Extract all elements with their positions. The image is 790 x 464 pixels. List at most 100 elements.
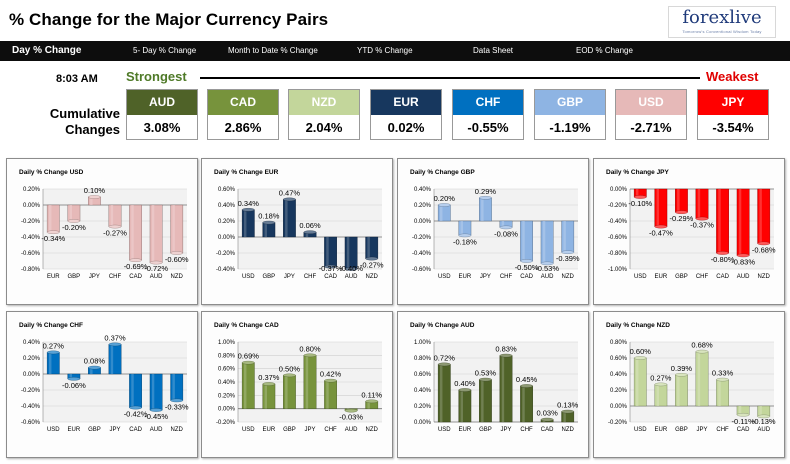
x-tick-label: GBP bbox=[479, 427, 492, 433]
data-label: -0.42% bbox=[124, 410, 148, 419]
bar-highlight bbox=[738, 189, 742, 256]
x-tick-label: GBP bbox=[263, 274, 276, 280]
bar-cap bbox=[520, 259, 533, 263]
x-tick-label: CAD bbox=[520, 274, 533, 280]
bar-cap bbox=[324, 264, 337, 269]
nav-eod-change[interactable]: EOD % Change bbox=[576, 46, 633, 55]
bar-cap bbox=[129, 405, 142, 410]
x-tick-label: GBP bbox=[88, 427, 101, 433]
currency-name: JPY bbox=[698, 90, 768, 115]
bar-highlight bbox=[131, 374, 134, 408]
y-tick-label: 0.00% bbox=[414, 219, 432, 225]
x-tick-label: CAD bbox=[737, 427, 750, 433]
bar-highlight bbox=[69, 205, 73, 221]
bar bbox=[129, 373, 142, 408]
nav-month-to-date-change[interactable]: Month to Date % Change bbox=[228, 46, 318, 55]
bar-highlight bbox=[326, 237, 329, 267]
data-label: -0.53% bbox=[535, 264, 559, 273]
bar-highlight bbox=[656, 384, 660, 406]
data-label: -0.08% bbox=[494, 229, 518, 238]
y-tick-label: 1.00% bbox=[218, 340, 236, 346]
x-tick-label: USD bbox=[242, 274, 255, 280]
cumulative-label-line2: Changes bbox=[65, 122, 120, 137]
chart-panel-aud: Daily % Change AUD 1.00% 0.80% 0.60% 0.40% 0.… bbox=[397, 311, 589, 458]
y-tick-label: -0.40% bbox=[608, 219, 628, 225]
x-tick-label: CHF bbox=[324, 427, 337, 433]
data-label: 0.68% bbox=[691, 341, 713, 350]
currency-name: CAD bbox=[208, 90, 278, 115]
x-tick-label: AUD bbox=[541, 274, 554, 280]
x-tick-label: EUR bbox=[655, 427, 668, 433]
currency-card-aud: AUD 3.08% bbox=[126, 89, 198, 140]
currency-card-eur: EUR 0.02% bbox=[370, 89, 442, 140]
chart-panel-jpy: Daily % Change JPY 0.00% -0.20% -0.40% -0.60… bbox=[593, 158, 785, 305]
data-label: 0.18% bbox=[258, 212, 280, 221]
data-label: 0.40% bbox=[454, 379, 476, 388]
nav-day-change[interactable]: Day % Change bbox=[12, 45, 82, 56]
bar-cap bbox=[283, 373, 296, 378]
x-tick-label: NZD bbox=[366, 427, 379, 433]
y-tick-label: 0.20% bbox=[218, 393, 236, 399]
data-label: 0.72% bbox=[434, 353, 456, 362]
bar-cap bbox=[170, 251, 184, 255]
x-tick-label: GBP bbox=[675, 274, 688, 280]
bar-highlight bbox=[69, 374, 73, 379]
data-label: 0.37% bbox=[104, 333, 126, 342]
bar-cap bbox=[344, 408, 358, 413]
x-tick-label: NZD bbox=[562, 274, 575, 280]
bar-cap bbox=[633, 195, 647, 199]
data-label: 0.37% bbox=[258, 373, 280, 382]
y-tick-label: -0.40% bbox=[21, 404, 41, 410]
y-tick-label: -0.80% bbox=[608, 251, 628, 257]
y-tick-label: -0.40% bbox=[21, 235, 41, 241]
currency-card-chf: CHF -0.55% bbox=[452, 89, 524, 140]
bar-cap bbox=[437, 203, 451, 207]
data-label: 0.60% bbox=[630, 347, 652, 356]
chart-svg: Daily % Change USD 0.20% 0.00% -0.20% -0.40%… bbox=[19, 169, 189, 280]
chart-svg: Daily % Change NZD0.80%0.60%0.40%0.20%0.… bbox=[606, 322, 776, 433]
x-tick-label: USD bbox=[242, 427, 255, 433]
plot-area bbox=[238, 189, 382, 269]
currency-value: -1.19% bbox=[549, 120, 591, 135]
chart-svg: Daily % Change JPY 0.00% -0.20% -0.40% -0.60… bbox=[606, 169, 776, 280]
bar-cap bbox=[149, 408, 163, 412]
data-label: -0.27% bbox=[103, 229, 127, 238]
bar-cap bbox=[67, 377, 81, 381]
x-tick-label: CHF bbox=[696, 274, 709, 280]
bar-highlight bbox=[563, 221, 566, 253]
bar-cap bbox=[365, 256, 379, 261]
bar-highlight bbox=[110, 344, 114, 374]
x-tick-label: JPY bbox=[284, 274, 295, 280]
bar-cap bbox=[458, 388, 472, 392]
bar-highlight bbox=[522, 386, 525, 422]
bar-highlight bbox=[367, 401, 370, 409]
chart-panel-nzd: Daily % Change NZD 0.80% 0.60% 0.40% 0.20% 0.… bbox=[593, 311, 785, 458]
nav-data-sheet[interactable]: Data Sheet bbox=[473, 46, 514, 55]
bar-cap bbox=[561, 250, 575, 254]
bar-cap bbox=[499, 225, 513, 230]
forexlive-logo[interactable]: forexlive Tomorrow's Conventional Wisdom… bbox=[668, 6, 776, 38]
currency-value: -2.71% bbox=[630, 120, 672, 135]
data-label: 0.27% bbox=[650, 373, 672, 382]
bar-cap bbox=[170, 398, 184, 403]
currency-value: -0.55% bbox=[467, 120, 509, 135]
data-label: -0.47% bbox=[649, 229, 673, 238]
bar-cap bbox=[241, 360, 255, 365]
currency-name: CHF bbox=[453, 90, 523, 115]
y-tick-label: -0.20% bbox=[608, 203, 628, 209]
y-tick-label: -0.20% bbox=[608, 420, 628, 426]
bar-highlight bbox=[501, 355, 505, 422]
nav-5day-change[interactable]: 5- Day % Change bbox=[133, 46, 197, 55]
chart-title: Daily % Change AUD bbox=[410, 322, 475, 329]
bar-highlight bbox=[563, 411, 566, 422]
chart-svg: Daily % Change AUD1.00%0.80%0.60%0.40%0.… bbox=[410, 322, 579, 433]
nav-ytd-change[interactable]: YTD % Change bbox=[357, 46, 413, 55]
currency-card-cad: CAD 2.86% bbox=[207, 89, 279, 140]
bar-highlight bbox=[542, 221, 546, 264]
data-label: 0.27% bbox=[43, 341, 65, 350]
bar-highlight bbox=[697, 189, 701, 219]
y-tick-label: 0.00% bbox=[23, 203, 41, 209]
currency-name: NZD bbox=[289, 90, 359, 115]
chart-panel-gbp: Daily % Change GBP 0.40% 0.20% 0.00% -0.20% -… bbox=[397, 158, 589, 305]
y-tick-label: 1.00% bbox=[414, 340, 432, 346]
